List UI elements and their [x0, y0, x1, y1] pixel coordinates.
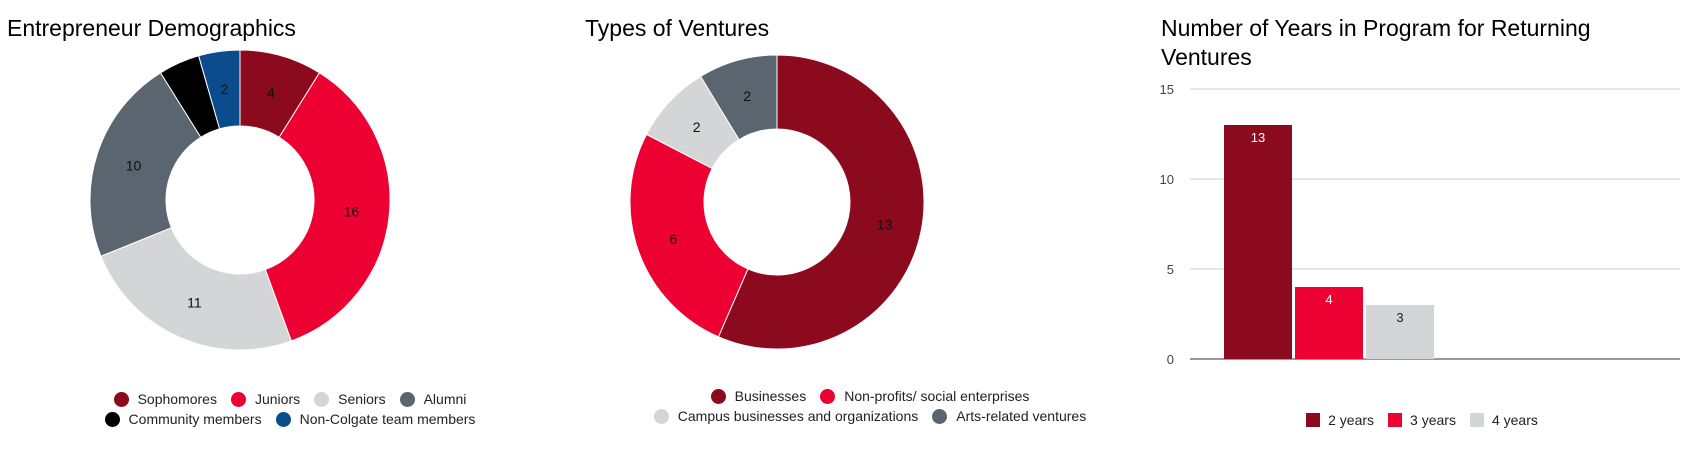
legend-label: Sophomores [137, 391, 217, 407]
legend-row: Campus businesses and organizations Arts-… [580, 406, 1160, 426]
legend-swatch [104, 411, 120, 427]
demographics-legend: Sophomores Juniors Seniors Alumni Community … [0, 389, 580, 429]
demographics-slice-label-seniors: 11 [187, 294, 202, 310]
legend-item-juniors: Juniors [230, 391, 301, 407]
legend-item-arts-related-ventures: Arts-related ventures [932, 408, 1086, 424]
years-chart-title: Number of Years in Program for Returning… [1161, 15, 1591, 70]
legend-label: Community members [128, 411, 262, 427]
legend-item-sophomores: Sophomores [113, 391, 217, 407]
legend-swatch [932, 408, 948, 424]
legend-row: Businesses Non-profits/ social enterprise… [580, 386, 1160, 406]
bar-2-years [1224, 125, 1292, 359]
demographics-slice-label-alumni: 10 [126, 157, 142, 173]
bar-3-years [1295, 287, 1363, 359]
ventures-slice-label-non-profits-social-enterprises: 6 [669, 231, 677, 247]
bar-value-label-4-years: 3 [1396, 310, 1403, 325]
legend-item-4-years: 4 years [1469, 412, 1538, 428]
legend-label: 2 years [1328, 412, 1375, 428]
bar-value-label-3-years: 4 [1325, 292, 1332, 307]
demographics-donut-chart: 4 16 11 10 2 [89, 49, 391, 351]
demographics-slice-alumni [89, 72, 202, 257]
legend-item-seniors: Seniors [314, 391, 386, 407]
ventures-slice-label-businesses: 13 [877, 216, 893, 232]
ventures-slice-arts-related-ventures [699, 54, 778, 141]
legend-item-alumni: Alumni [399, 391, 467, 407]
demographics-slice-label-juniors: 16 [344, 204, 360, 220]
bar-value-label-2-years: 13 [1251, 130, 1265, 145]
legend-label: Non-profits/ social enterprises [844, 388, 1030, 404]
legend-row: Community members Non-Colgate team member… [0, 409, 580, 429]
y-tick-label: 5 [1167, 262, 1174, 277]
legend-label: Juniors [254, 391, 301, 407]
legend-swatch [710, 388, 726, 404]
y-tick-label: 0 [1167, 352, 1174, 367]
y-tick-label: 10 [1160, 172, 1174, 187]
ventures-donut-chart: 13 6 2 2 [629, 54, 925, 350]
legend-item-2-years: 2 years [1306, 412, 1374, 428]
legend-item-3-years: 3 years [1388, 412, 1456, 428]
legend-swatch [820, 388, 836, 404]
legend-label: 4 years [1491, 412, 1538, 428]
y-tick-label: 15 [1160, 82, 1174, 97]
demographics-slice-juniors [264, 72, 391, 342]
legend-swatch [1388, 413, 1403, 427]
legend-swatch [653, 408, 669, 424]
years-chart-panel: Number of Years in Program for Returning… [1160, 0, 1684, 456]
legend-swatch [275, 411, 291, 427]
years-legend: 2 years 3 years 4 years [1160, 410, 1684, 430]
legend-label: Non-Colgate team members [299, 411, 476, 427]
legend-swatch [1306, 413, 1321, 427]
legend-swatch [314, 391, 330, 407]
legend-item-businesses: Businesses [710, 388, 807, 404]
ventures-slice-label-arts-related-ventures: 2 [743, 88, 751, 104]
legend-swatch [230, 391, 246, 407]
ventures-chart-title: Types of Ventures [585, 15, 770, 41]
ventures-chart-panel: Types of Ventures 13 6 2 2 Businesses Non-pr… [580, 0, 1160, 456]
legend-swatch [1469, 413, 1484, 427]
demographics-slice-seniors [100, 227, 292, 351]
bar-4-years [1366, 305, 1434, 359]
demographics-chart-panel: Entrepreneur Demographics 4 16 11 10 2 Sopho… [0, 0, 580, 456]
legend-label: Arts-related ventures [956, 408, 1087, 424]
ventures-slice-businesses [717, 54, 925, 350]
years-bar-chart: 0 5 10 15 13 4 3 [1160, 82, 1680, 367]
legend-label: Alumni [423, 391, 467, 407]
legend-row: Sophomores Juniors Seniors Alumni [0, 389, 580, 409]
legend-label: Seniors [338, 391, 386, 407]
legend-label: 3 years [1410, 412, 1456, 428]
legend-swatch [399, 391, 415, 407]
legend-swatch [113, 391, 129, 407]
legend-row: 2 years 3 years 4 years [1160, 410, 1684, 430]
legend-item-campus-businesses-and-organizations: Campus businesses and organizations [653, 408, 919, 424]
demographics-slice-label-non-colgate-team-members: 2 [221, 81, 229, 97]
legend-label: Businesses [734, 388, 807, 404]
ventures-slice-non-profits-social-enterprises [629, 133, 749, 338]
demographics-chart-title: Entrepreneur Demographics [7, 15, 296, 41]
legend-item-non-colgate-team-members: Non-Colgate team members [275, 411, 476, 427]
demographics-slice-label-sophomores: 4 [267, 84, 275, 100]
ventures-legend: Businesses Non-profits/ social enterprise… [580, 386, 1160, 426]
demographics-slice-non-colgate-team-members [198, 49, 241, 130]
legend-label: Campus businesses and organizations [677, 408, 919, 424]
ventures-slice-label-campus-businesses-and-organizations: 2 [693, 119, 701, 135]
legend-item-non-profits-social-enterprises: Non-profits/ social enterprises [820, 388, 1029, 404]
legend-item-community-members: Community members [104, 411, 262, 427]
